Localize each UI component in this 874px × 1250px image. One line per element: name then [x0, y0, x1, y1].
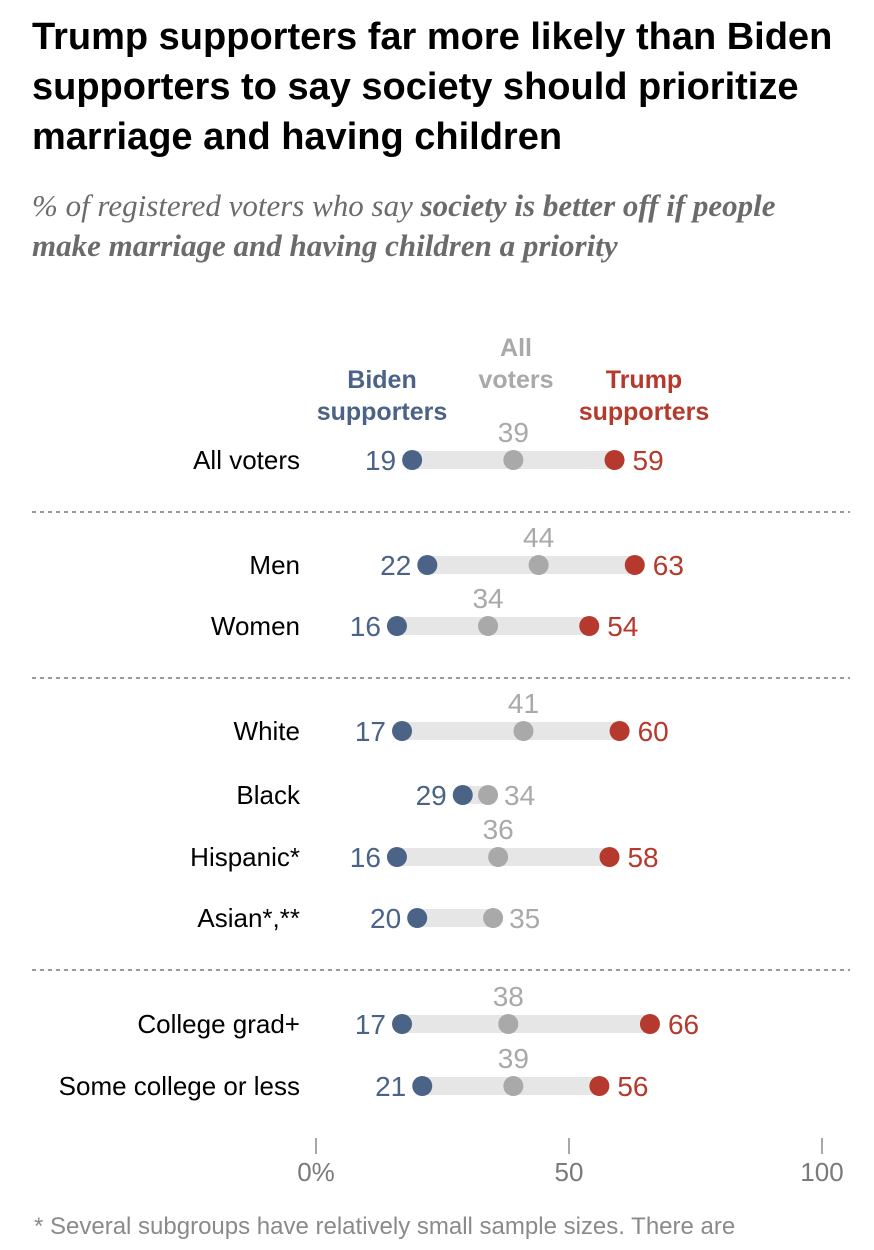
biden-dot	[407, 908, 428, 928]
row-label: Black	[236, 780, 301, 810]
all-voters-dot	[478, 616, 499, 636]
x-tick-label: 0%	[297, 1157, 335, 1187]
trump-dot	[609, 721, 630, 741]
biden-dot	[452, 785, 473, 805]
row-label: Women	[211, 611, 300, 641]
chart-title: Trump supporters far more likely than Bi…	[32, 16, 833, 158]
biden-dot	[417, 555, 438, 575]
legend-all-line-2: voters	[478, 366, 553, 394]
all-voters-value-label: 44	[523, 522, 554, 553]
all-voters-dot	[528, 555, 549, 575]
biden-dot	[386, 847, 407, 867]
all-voters-value-label: 36	[483, 814, 514, 845]
legend-trump-line-2: supporters	[579, 398, 710, 426]
trump-dot	[579, 616, 600, 636]
legend-biden-line-1: Biden	[347, 366, 416, 394]
biden-value-label: 21	[375, 1071, 406, 1102]
trump-value-label: 60	[638, 716, 669, 747]
chart-subtitle: % of registered voters who say society i…	[32, 186, 852, 266]
biden-value-label: 16	[350, 842, 381, 873]
x-tick-label: 100	[800, 1157, 843, 1187]
row-label: Men	[249, 550, 300, 580]
dot-plot: Biden supporters All voters Trump supporters A…	[32, 334, 850, 1187]
biden-value-label: 19	[365, 445, 396, 476]
all-voters-value-label: 41	[508, 688, 539, 719]
all-voters-dot	[498, 1014, 519, 1034]
trump-value-label: 59	[633, 445, 664, 476]
trump-value-label: 54	[607, 611, 638, 642]
all-voters-value-label: 38	[493, 981, 524, 1012]
trump-dot	[604, 450, 625, 470]
biden-value-label: 29	[416, 780, 447, 811]
all-voters-value-label: 35	[509, 903, 540, 934]
row-label: Some college or less	[59, 1071, 300, 1101]
subtitle-bold: society is better off if people make mar…	[32, 188, 776, 263]
subtitle-plain: % of registered voters who say	[32, 188, 421, 223]
legend-biden-line-2: supporters	[317, 398, 448, 426]
row-label: Asian*,**	[197, 903, 300, 933]
all-voters-dot	[483, 908, 504, 928]
biden-value-label: 17	[355, 1009, 386, 1040]
trump-value-label: 66	[668, 1009, 699, 1040]
all-voters-dot	[488, 847, 509, 867]
trump-dot	[599, 847, 620, 867]
trump-dot	[624, 555, 645, 575]
x-tick-label: 50	[555, 1157, 584, 1187]
biden-value-label: 22	[380, 550, 411, 581]
all-voters-dot	[503, 1076, 524, 1096]
row-label: Hispanic*	[190, 842, 300, 872]
all-voters-value-label: 34	[472, 583, 503, 614]
legend-trump-line-1: Trump	[606, 366, 682, 394]
footnote: * Several subgroups have relatively smal…	[34, 1213, 736, 1240]
biden-dot	[412, 1076, 433, 1096]
biden-value-label: 20	[370, 903, 401, 934]
row-label: White	[234, 716, 300, 746]
trump-value-label: 58	[627, 842, 658, 873]
biden-dot	[392, 1014, 413, 1034]
row-label: All voters	[193, 445, 300, 475]
biden-value-label: 16	[350, 611, 381, 642]
biden-dot	[402, 450, 423, 470]
biden-dot	[392, 721, 413, 741]
all-voters-dot	[513, 721, 534, 741]
row-label: College grad+	[137, 1009, 300, 1039]
all-voters-value-label: 34	[504, 780, 535, 811]
all-voters-value-label: 39	[498, 1043, 529, 1074]
trump-dot	[589, 1076, 610, 1096]
biden-dot	[386, 616, 407, 636]
all-voters-value-label: 39	[498, 417, 529, 448]
trump-value-label: 56	[617, 1071, 648, 1102]
legend-all-line-1: All	[500, 334, 532, 362]
all-voters-dot	[503, 450, 524, 470]
all-voters-dot	[478, 785, 499, 805]
trump-value-label: 63	[653, 550, 684, 581]
biden-value-label: 17	[355, 716, 386, 747]
trump-dot	[639, 1014, 660, 1034]
